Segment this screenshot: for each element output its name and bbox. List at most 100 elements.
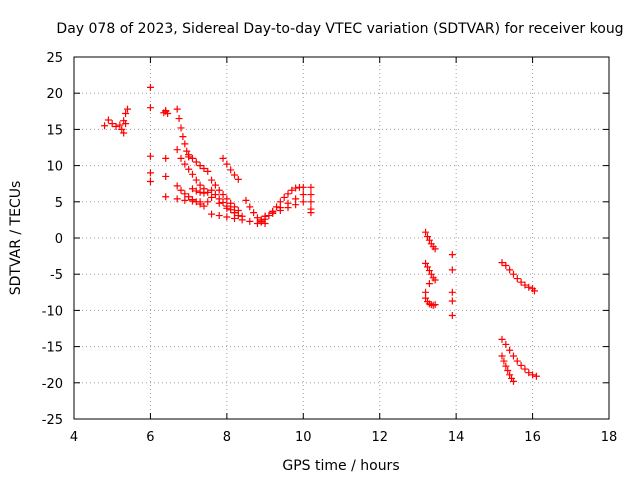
data-point: [529, 371, 537, 379]
data-point: [164, 109, 172, 117]
data-point: [498, 335, 506, 343]
data-point: [101, 122, 109, 130]
data-point: [227, 206, 235, 214]
data-point: [208, 210, 216, 218]
data-point: [261, 212, 269, 220]
data-point: [188, 197, 196, 205]
satellite-track-4: [173, 146, 208, 193]
data-point: [177, 186, 185, 194]
data-point: [500, 357, 508, 365]
satellite-track-1: [101, 105, 131, 137]
data-point: [521, 365, 529, 373]
y-tick-label: 20: [46, 87, 63, 102]
data-point: [307, 191, 315, 199]
data-point: [250, 209, 258, 217]
y-axis-title: SDTVAR / TECUs: [8, 181, 24, 296]
satellite-track-20: [422, 259, 439, 284]
data-point: [246, 217, 254, 225]
data-point: [502, 362, 510, 370]
data-point: [517, 278, 525, 286]
data-point: [215, 212, 223, 220]
data-point: [173, 146, 181, 154]
data-point: [427, 270, 435, 278]
data-point: [196, 198, 204, 206]
data-point: [509, 270, 517, 278]
satellite-track-3: [160, 105, 193, 161]
data-point: [196, 188, 204, 196]
data-point: [108, 120, 116, 128]
data-point: [185, 151, 193, 159]
x-tick-label: 14: [448, 430, 465, 445]
data-point: [448, 311, 456, 319]
data-point: [431, 276, 439, 284]
data-point: [284, 199, 292, 207]
data-point: [179, 133, 187, 141]
satellite-track-22: [422, 280, 433, 296]
y-tick-label: -25: [42, 413, 63, 428]
data-point: [525, 283, 533, 291]
data-point: [307, 198, 315, 206]
data-point: [530, 287, 538, 295]
data-point: [498, 352, 506, 360]
satellite-track-13: [219, 154, 242, 183]
data-point: [284, 190, 292, 198]
x-tick-label: 18: [601, 430, 618, 445]
y-tick-label: 15: [46, 123, 63, 138]
data-point: [188, 185, 196, 193]
data-point: [188, 170, 196, 178]
data-points: [101, 83, 540, 385]
data-point: [183, 147, 191, 155]
data-point: [162, 154, 170, 162]
data-point: [425, 236, 433, 244]
y-tick-label: 10: [46, 160, 63, 175]
data-point: [223, 195, 231, 203]
y-tick-label: -15: [42, 341, 63, 356]
satellite-track-6: [173, 182, 208, 210]
axis-ticks: 4 6 8 10 12 14 16 18 25 20 15 10 5 0 -5 -10 -15 -20 -25: [42, 51, 618, 445]
data-point: [532, 372, 540, 380]
data-point: [234, 175, 242, 183]
data-point: [181, 140, 189, 148]
data-point: [181, 190, 189, 198]
data-point: [276, 204, 284, 212]
data-point: [173, 105, 181, 113]
satellite-track-7: [173, 195, 212, 206]
data-point: [124, 105, 131, 113]
data-point: [177, 124, 185, 132]
y-tick-label: 5: [55, 196, 63, 211]
x-tick-label: 16: [524, 430, 541, 445]
data-point: [204, 198, 212, 206]
data-point: [509, 377, 517, 385]
data-point: [219, 199, 227, 207]
x-axis-title: GPS time / hours: [282, 458, 399, 474]
chart-title: Day 078 of 2023, Sidereal Day-to-day VTE…: [56, 21, 623, 37]
data-point: [188, 154, 196, 162]
data-point: [208, 193, 216, 201]
y-tick-label: 25: [46, 51, 63, 66]
data-point: [238, 216, 246, 224]
data-point: [118, 125, 126, 133]
data-point: [112, 123, 120, 131]
data-point: [521, 281, 529, 289]
data-point: [422, 288, 430, 296]
satellite-track-19: [422, 228, 439, 253]
data-point: [204, 188, 212, 196]
data-point: [292, 184, 300, 192]
data-point: [517, 361, 525, 369]
data-point: [204, 167, 212, 175]
data-point: [223, 213, 231, 221]
data-point: [177, 154, 185, 162]
satellite-track-8: [188, 185, 212, 197]
data-point: [208, 176, 216, 184]
data-point: [423, 233, 431, 241]
data-point: [192, 187, 200, 195]
data-point: [425, 267, 433, 275]
data-point: [513, 357, 521, 365]
satellite-track-9: [208, 176, 242, 214]
data-point: [504, 366, 512, 374]
data-point: [509, 352, 517, 360]
data-point: [431, 245, 439, 253]
data-point: [200, 164, 208, 172]
data-point: [211, 191, 219, 199]
data-point: [422, 259, 430, 267]
